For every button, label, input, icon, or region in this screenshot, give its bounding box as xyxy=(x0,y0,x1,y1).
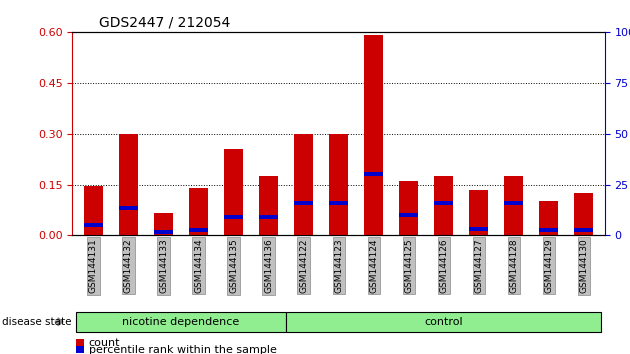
Bar xyxy=(154,213,173,235)
Bar xyxy=(84,186,103,235)
Bar xyxy=(504,201,524,205)
Text: GDS2447 / 212054: GDS2447 / 212054 xyxy=(99,15,231,29)
Bar xyxy=(434,176,454,235)
Bar xyxy=(189,188,208,235)
Bar xyxy=(574,193,593,235)
Bar xyxy=(434,201,454,205)
Text: GSM144131: GSM144131 xyxy=(89,238,98,293)
Text: disease state: disease state xyxy=(2,317,71,327)
Bar xyxy=(224,215,243,219)
Bar xyxy=(294,201,313,205)
Text: GSM144135: GSM144135 xyxy=(229,238,238,293)
Bar xyxy=(329,133,348,235)
Text: count: count xyxy=(89,338,120,348)
Text: GSM144126: GSM144126 xyxy=(439,238,448,293)
Bar xyxy=(329,201,348,205)
Bar xyxy=(259,215,278,219)
Text: GSM144124: GSM144124 xyxy=(369,238,378,293)
Bar xyxy=(504,176,524,235)
Text: GSM144136: GSM144136 xyxy=(264,238,273,293)
Bar xyxy=(399,181,418,235)
Bar xyxy=(574,228,593,232)
Text: percentile rank within the sample: percentile rank within the sample xyxy=(89,345,277,354)
Bar xyxy=(539,228,558,232)
Bar xyxy=(154,230,173,234)
Bar xyxy=(364,35,383,235)
Text: GSM144127: GSM144127 xyxy=(474,238,483,293)
Bar xyxy=(224,149,243,235)
Text: control: control xyxy=(425,317,463,327)
Text: GSM144134: GSM144134 xyxy=(194,238,203,293)
Bar xyxy=(364,172,383,176)
Bar xyxy=(539,201,558,235)
Bar xyxy=(259,176,278,235)
Bar xyxy=(119,133,138,235)
Text: GSM144130: GSM144130 xyxy=(580,238,588,293)
Text: GSM144132: GSM144132 xyxy=(124,238,133,293)
Text: GSM144125: GSM144125 xyxy=(404,238,413,293)
Bar xyxy=(469,227,488,231)
Bar xyxy=(119,206,138,210)
Text: GSM144133: GSM144133 xyxy=(159,238,168,293)
Bar xyxy=(84,223,103,227)
Bar xyxy=(189,228,208,232)
Bar xyxy=(294,133,313,235)
Bar xyxy=(469,190,488,235)
Text: nicotine dependence: nicotine dependence xyxy=(122,317,239,327)
Text: GSM144122: GSM144122 xyxy=(299,238,308,293)
Bar xyxy=(399,213,418,217)
Text: GSM144128: GSM144128 xyxy=(509,238,518,293)
Text: GSM144129: GSM144129 xyxy=(544,238,553,293)
Text: GSM144123: GSM144123 xyxy=(334,238,343,293)
